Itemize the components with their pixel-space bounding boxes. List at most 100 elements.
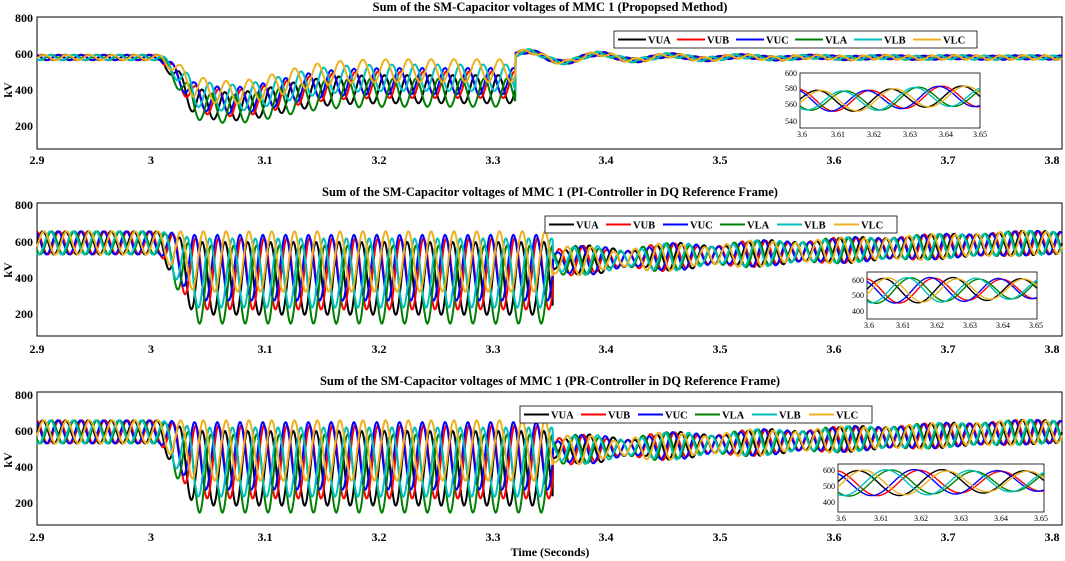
- panel-3-inset-xtick: 3.64: [994, 514, 1008, 523]
- panel-1-inset-xtick: 3.65: [973, 130, 987, 139]
- panel-3-ytick: 400: [15, 460, 33, 474]
- panel-3-inset-xtick: 3.6: [836, 514, 846, 523]
- panel-1-inset: 540 560 580 600 3.6 3.61 3.62 3.63 3.64 …: [785, 69, 987, 139]
- panel-1-inset-xtick: 3.6: [797, 130, 807, 139]
- panel-3-ytick: 200: [15, 496, 33, 510]
- panel-3-xtick: 3.3: [486, 530, 501, 544]
- panel-2-inset: 400 500 600 3.6 3.61 3.62 3.63 3.64 3.65: [852, 271, 1043, 330]
- panel-1-inset-ytick: 600: [785, 69, 797, 78]
- panel-3-inset-series-vuc: [837, 468, 1045, 497]
- panel-3-xtick: 3.6: [827, 530, 842, 544]
- panel-3-title: Sum of the SM-Capacitor voltages of MMC …: [320, 374, 780, 388]
- panel-2-inset-ytick: 500: [852, 291, 864, 300]
- legend-label-vlb: VLB: [804, 221, 826, 232]
- panel-2-ytick: 800: [15, 198, 33, 212]
- panel-2-xtick: 3.8: [1045, 342, 1060, 356]
- panel-2-title: Sum of the SM-Capacitor voltages of MMC …: [322, 185, 778, 199]
- panel-1-xtick: 3.5: [713, 153, 728, 167]
- panel-1-inset-xtick: 3.64: [939, 130, 953, 139]
- panel-3-xtick: 2.9: [30, 530, 45, 544]
- legend-label-vlb: VLB: [779, 411, 801, 422]
- panel-3-ytick: 800: [15, 388, 33, 402]
- panel-2-series-vlc: [36, 229, 1063, 293]
- panel-3-inset-ytick: 400: [823, 498, 835, 507]
- panel-2-ytick: 600: [15, 235, 33, 249]
- panel-3: Sum of the SM-Capacitor voltages of MMC …: [1, 374, 1063, 559]
- legend-label-vub: VUB: [633, 221, 655, 232]
- panel-1-xtick: 3.2: [372, 153, 387, 167]
- legend-label-vua: VUA: [648, 36, 671, 47]
- panel-3-inset: 400 500 600 3.6 3.61 3.62 3.63 3.64 3.65: [823, 463, 1048, 523]
- panel-2-ytick: 200: [15, 307, 33, 321]
- panel-1-series: [36, 48, 1063, 124]
- panel-2-inset-series-vua: [866, 276, 1038, 304]
- panel-1-inset-xtick: 3.61: [831, 130, 845, 139]
- panel-3-legend: VUA VUB VUC VLA VLB VLC: [519, 405, 873, 424]
- panel-2-x-ticks: 2.9 3 3.1 3.2 3.3 3.4 3.5 3.6 3.7 3.8: [30, 342, 1060, 356]
- legend-label-vuc: VUC: [690, 221, 713, 232]
- panel-1-series-vlc: [36, 48, 1063, 105]
- panel-1-ytick: 800: [15, 11, 33, 25]
- panel-3-ytick: 600: [15, 424, 33, 438]
- panel-2-ytick: 400: [15, 271, 33, 285]
- panel-2-inset-series-vuc: [866, 276, 1038, 304]
- panel-1-inset-xtick: 3.62: [867, 130, 881, 139]
- legend-label-vua: VUA: [551, 411, 574, 422]
- panel-2-xtick: 3: [148, 342, 154, 356]
- panel-2-inset-series-vla: [866, 277, 1038, 305]
- panel-1-ytick: 600: [15, 47, 33, 61]
- panel-3-xtick: 3.4: [599, 530, 614, 544]
- legend-label-vlc: VLC: [943, 36, 965, 47]
- panel-2-inset-ytick: 400: [852, 307, 864, 316]
- panel-2-xtick: 3.1: [258, 342, 273, 356]
- legend-label-vlb: VLB: [884, 36, 906, 47]
- panel-1-inset-series-vlc: [799, 85, 981, 112]
- panel-1-inset-series-vlb: [799, 86, 981, 111]
- panel-2-inset-xtick: 3.63: [963, 321, 977, 330]
- legend-label-vuc: VUC: [766, 36, 789, 47]
- panel-3-inset-xtick: 3.61: [874, 514, 888, 523]
- legend-label-vlc: VLC: [861, 221, 883, 232]
- panel-2-legend: VUA VUB VUC VLA VLB VLC: [544, 215, 898, 234]
- panel-3-xtick: 3: [148, 530, 154, 544]
- panel-1-xtick: 3.3: [486, 153, 501, 167]
- panel-3-series-vlb: [36, 418, 1063, 498]
- panel-2-inset-xtick: 3.65: [1029, 321, 1043, 330]
- panel-1-xtick: 3.1: [258, 153, 273, 167]
- panel-1-x-ticks: 2.9 3 3.1 3.2 3.3 3.4 3.5 3.6 3.7 3.8: [30, 153, 1060, 167]
- panel-3-xlabel: Time (Seconds): [511, 545, 590, 559]
- legend-label-vub: VUB: [707, 36, 729, 47]
- panel-3-inset-series-vua: [837, 469, 1045, 497]
- panel-3-series: [36, 418, 1063, 514]
- panel-3-inset-series-vlb: [837, 469, 1045, 497]
- panel-1-inset-ytick: 540: [785, 117, 797, 126]
- panel-1-xtick: 3.7: [941, 153, 956, 167]
- panel-2-inset-series-vlb: [866, 277, 1038, 304]
- panel-3-inset-xtick: 3.62: [914, 514, 928, 523]
- panel-2-inset-xtick: 3.62: [930, 321, 944, 330]
- legend-label-vla: VLA: [722, 411, 745, 422]
- panel-2-inset-series-vlc: [866, 277, 1038, 303]
- panel-1-ylabel: kV: [1, 82, 15, 98]
- panel-2-inset-xtick: 3.6: [864, 321, 874, 330]
- panel-2-xtick: 2.9: [30, 342, 45, 356]
- panel-2-inset-xtick: 3.64: [996, 321, 1010, 330]
- panel-3-series-vlc: [36, 418, 1063, 482]
- panel-2-xtick: 3.6: [827, 342, 842, 356]
- panel-2-xtick: 3.5: [713, 342, 728, 356]
- panel-1-inset-xtick: 3.63: [903, 130, 917, 139]
- panel-1-title: Sum of the SM-Capacitor voltages of MMC …: [373, 0, 728, 14]
- legend-label-vla: VLA: [825, 36, 848, 47]
- legend-label-vlc: VLC: [836, 411, 858, 422]
- panel-3-inset-xtick: 3.63: [954, 514, 968, 523]
- panel-1-xtick: 3.8: [1045, 153, 1060, 167]
- legend-label-vub: VUB: [608, 411, 630, 422]
- panel-2-xtick: 3.7: [941, 342, 956, 356]
- panel-2-series-vlb: [36, 229, 1063, 309]
- panel-1-ytick: 200: [15, 119, 33, 133]
- panel-3-xtick: 3.2: [372, 530, 387, 544]
- panel-2-series-vuc: [36, 229, 1063, 302]
- panel-3-xtick: 3.8: [1045, 530, 1060, 544]
- panel-2-series: [36, 229, 1063, 325]
